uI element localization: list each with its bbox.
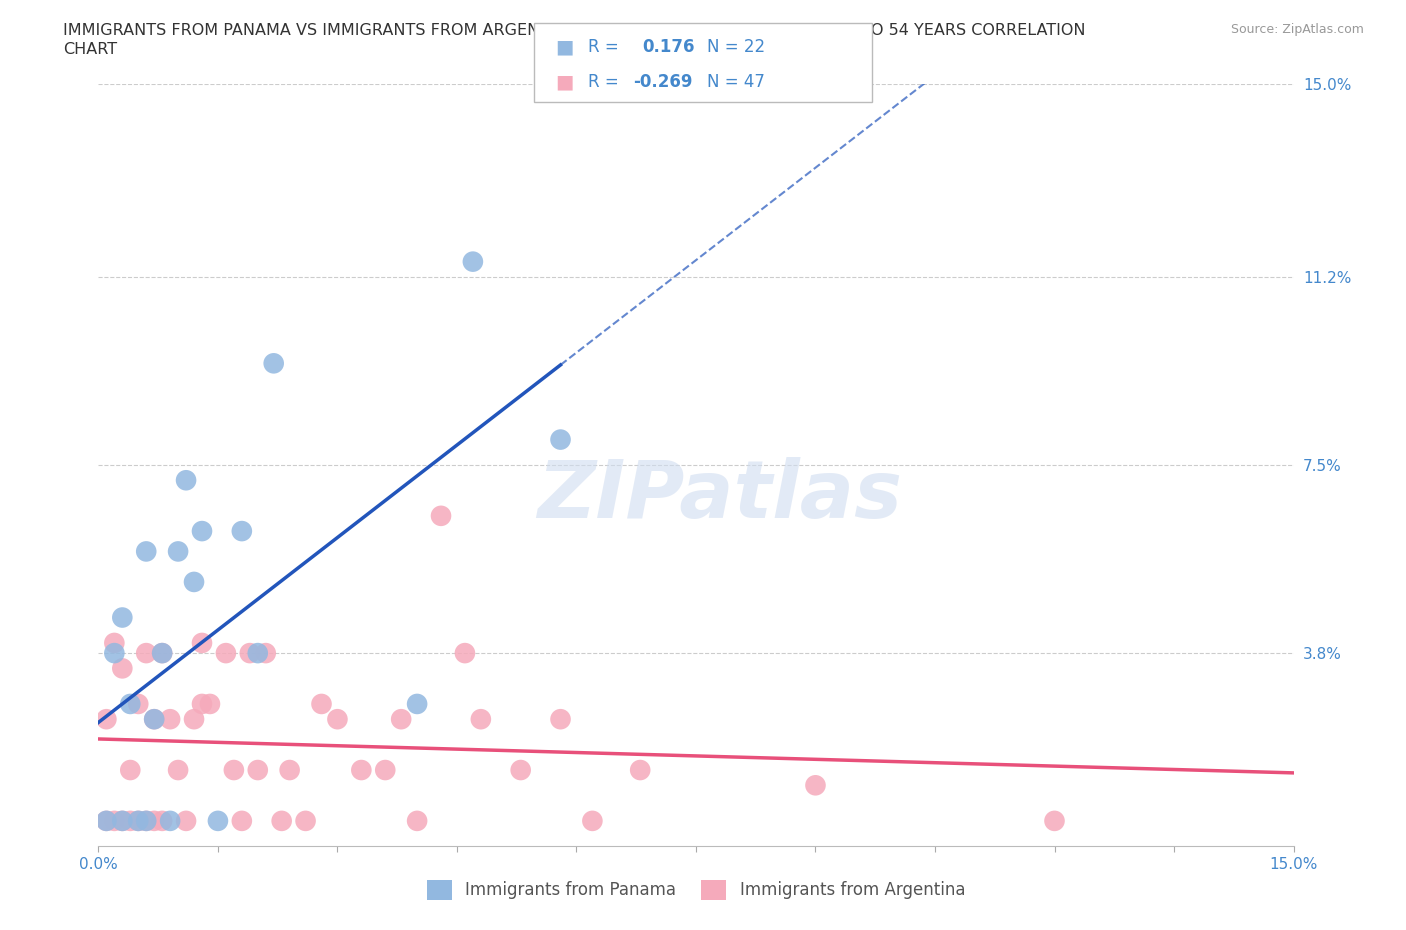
Point xyxy=(198,697,221,711)
Point xyxy=(509,763,531,777)
Point xyxy=(103,645,125,660)
Point xyxy=(406,814,429,829)
Point xyxy=(454,645,477,660)
Point xyxy=(628,763,651,777)
Point xyxy=(350,763,373,777)
Point xyxy=(174,472,197,487)
Point xyxy=(135,814,157,829)
Point xyxy=(143,814,166,829)
Point xyxy=(167,544,190,559)
Point xyxy=(231,524,253,538)
Point xyxy=(96,814,118,829)
Point xyxy=(461,254,484,269)
Point xyxy=(254,645,277,660)
Point xyxy=(263,356,285,371)
Point xyxy=(111,814,134,829)
Text: -0.269: -0.269 xyxy=(633,73,692,91)
Point xyxy=(406,697,429,711)
Point xyxy=(127,814,149,829)
Point xyxy=(550,711,572,726)
Point xyxy=(191,697,214,711)
Text: R =: R = xyxy=(588,38,619,57)
Point xyxy=(96,711,118,726)
Point xyxy=(215,645,238,660)
Text: N = 47: N = 47 xyxy=(707,73,765,91)
Point xyxy=(294,814,316,829)
Point xyxy=(191,635,214,650)
Point xyxy=(278,763,301,777)
Point xyxy=(127,814,149,829)
Point xyxy=(430,509,453,524)
Text: N = 22: N = 22 xyxy=(707,38,765,57)
Point xyxy=(239,645,262,660)
Point xyxy=(120,697,142,711)
Point xyxy=(150,814,173,829)
Point xyxy=(135,814,157,829)
Point xyxy=(103,635,125,650)
Point xyxy=(135,645,157,660)
Text: 0.176: 0.176 xyxy=(643,38,695,57)
Point xyxy=(103,814,125,829)
Text: ■: ■ xyxy=(555,38,574,57)
Point xyxy=(207,814,229,829)
Point xyxy=(120,763,142,777)
Point xyxy=(550,432,572,447)
Point xyxy=(270,814,292,829)
Point xyxy=(374,763,396,777)
Point xyxy=(111,661,134,676)
Point xyxy=(183,711,205,726)
Text: Source: ZipAtlas.com: Source: ZipAtlas.com xyxy=(1230,23,1364,36)
Text: ZIPatlas: ZIPatlas xyxy=(537,457,903,535)
Point xyxy=(150,645,173,660)
Text: CHART: CHART xyxy=(63,42,117,57)
Point xyxy=(246,645,269,660)
Point xyxy=(150,645,173,660)
Point xyxy=(183,575,205,590)
Point xyxy=(389,711,412,726)
Text: IMMIGRANTS FROM PANAMA VS IMMIGRANTS FROM ARGENTINA UNEMPLOYMENT AMONG AGES 45 T: IMMIGRANTS FROM PANAMA VS IMMIGRANTS FRO… xyxy=(63,23,1085,38)
Point xyxy=(246,763,269,777)
Text: ■: ■ xyxy=(555,73,574,92)
Point xyxy=(581,814,603,829)
Point xyxy=(167,763,190,777)
Point xyxy=(470,711,492,726)
Point xyxy=(120,814,142,829)
Point xyxy=(174,814,197,829)
Point xyxy=(143,711,166,726)
Point xyxy=(1043,814,1066,829)
Point xyxy=(111,610,134,625)
Point xyxy=(311,697,333,711)
Point xyxy=(143,711,166,726)
Point xyxy=(326,711,349,726)
Point xyxy=(159,711,181,726)
Point xyxy=(804,777,827,792)
Point xyxy=(231,814,253,829)
Point xyxy=(159,814,181,829)
Point xyxy=(96,814,118,829)
Point xyxy=(222,763,245,777)
Point xyxy=(127,697,149,711)
Legend: Immigrants from Panama, Immigrants from Argentina: Immigrants from Panama, Immigrants from … xyxy=(420,873,972,907)
Point xyxy=(135,544,157,559)
Point xyxy=(111,814,134,829)
Text: R =: R = xyxy=(588,73,619,91)
Point xyxy=(191,524,214,538)
